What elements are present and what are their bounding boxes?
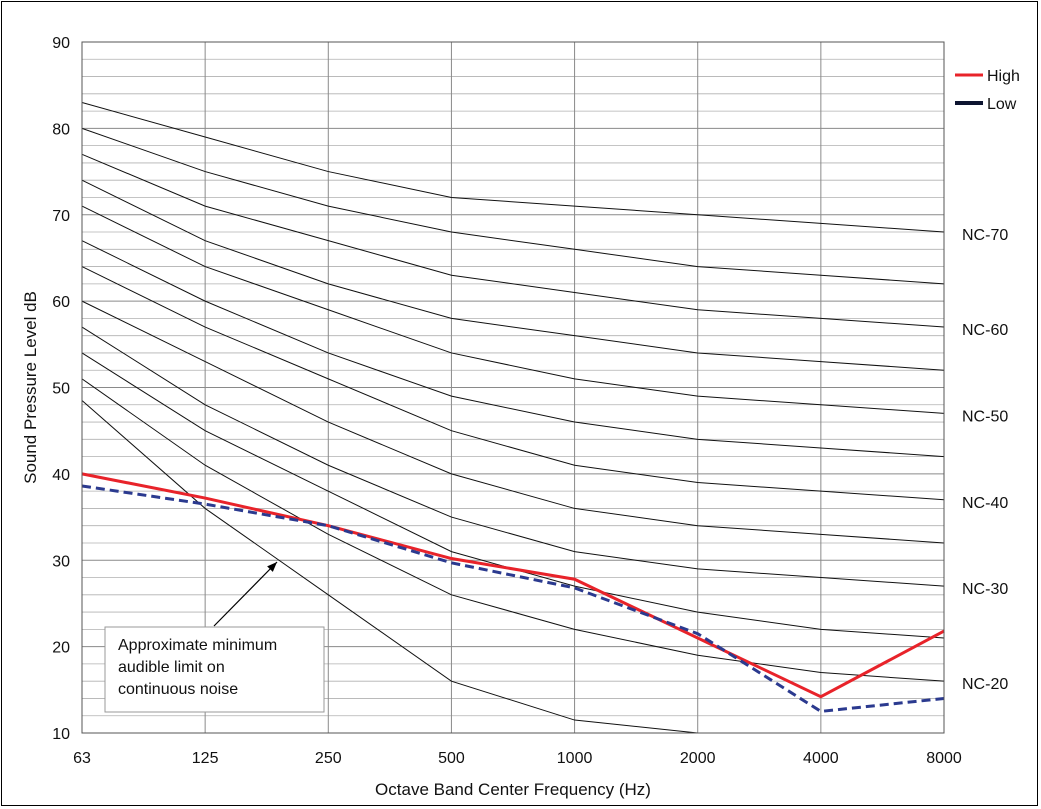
- nc-label: NC-30: [962, 581, 1008, 598]
- y-axis-ticks: 10 20 30 40 50 60 70 80 90: [52, 35, 70, 743]
- y-tick-label: 50: [52, 381, 70, 398]
- y-tick-label: 20: [52, 640, 70, 657]
- x-tick-label: 125: [192, 750, 219, 767]
- x-tick-label: 250: [315, 750, 342, 767]
- annotation-line-1: Approximate minimum: [118, 637, 277, 654]
- y-tick-label: 80: [52, 121, 70, 138]
- annotation-line-3: continuous noise: [118, 681, 238, 698]
- nc-curve: [81, 378, 945, 682]
- nc-curve: [81, 205, 945, 414]
- nc-curve: [81, 240, 945, 458]
- legend: High Low: [955, 68, 1020, 113]
- data-series: [81, 472, 945, 713]
- annotation-box: [104, 626, 325, 713]
- nc-curve: [81, 179, 945, 371]
- y-tick-label: 90: [52, 35, 70, 52]
- nc-curve: [81, 326, 945, 587]
- nc-label: NC-20: [962, 676, 1008, 693]
- x-tick-label: 1000: [557, 750, 593, 767]
- nc-curve: [81, 300, 945, 544]
- y-tick-label: 70: [52, 208, 70, 225]
- nc-curve: [81, 153, 945, 328]
- nc-curves: [81, 101, 945, 682]
- x-tick-label: 63: [73, 750, 91, 767]
- nc-label: NC-60: [962, 322, 1008, 339]
- y-axis-title: Sound Pressure Level dB: [21, 291, 40, 484]
- y-tick-label: 60: [52, 294, 70, 311]
- nc-curve: [81, 127, 945, 285]
- x-tick-label: 500: [438, 750, 465, 767]
- nc-curve: [81, 352, 945, 639]
- plot-area-border: [81, 41, 945, 734]
- nc-curve: [81, 266, 945, 501]
- audible-limit-annotation: Approximate minimum audible limit on con…: [104, 561, 325, 713]
- nc-label: NC-70: [962, 227, 1008, 244]
- annotation-arrow: [213, 561, 278, 627]
- x-tick-label: 4000: [803, 750, 839, 767]
- x-tick-label: 8000: [926, 750, 962, 767]
- audible-limit-line: [81, 400, 698, 734]
- minor-gridlines: [82, 58, 944, 717]
- nc-curve-labels: NC-70 NC-60 NC-50 NC-40 NC-30 NC-20: [962, 227, 1008, 693]
- series-line-low: [81, 484, 945, 713]
- nc-label: NC-40: [962, 495, 1008, 512]
- y-tick-label: 40: [52, 467, 70, 484]
- y-tick-label: 10: [52, 726, 70, 743]
- annotation-arrowhead: [267, 562, 277, 572]
- x-tick-label: 2000: [680, 750, 716, 767]
- y-tick-label: 30: [52, 553, 70, 570]
- nc-curve: [81, 101, 945, 233]
- legend-label-low: Low: [987, 96, 1017, 113]
- x-axis-title: Octave Band Center Frequency (Hz): [375, 780, 651, 799]
- series-line-high: [81, 472, 945, 699]
- audible-limit-curve: [81, 400, 698, 734]
- x-axis-ticks: 63 125 250 500 1000 2000 4000 8000: [73, 750, 962, 767]
- nc-label: NC-50: [962, 408, 1008, 425]
- legend-label-high: High: [987, 68, 1020, 85]
- annotation-line-2: audible limit on: [118, 659, 225, 676]
